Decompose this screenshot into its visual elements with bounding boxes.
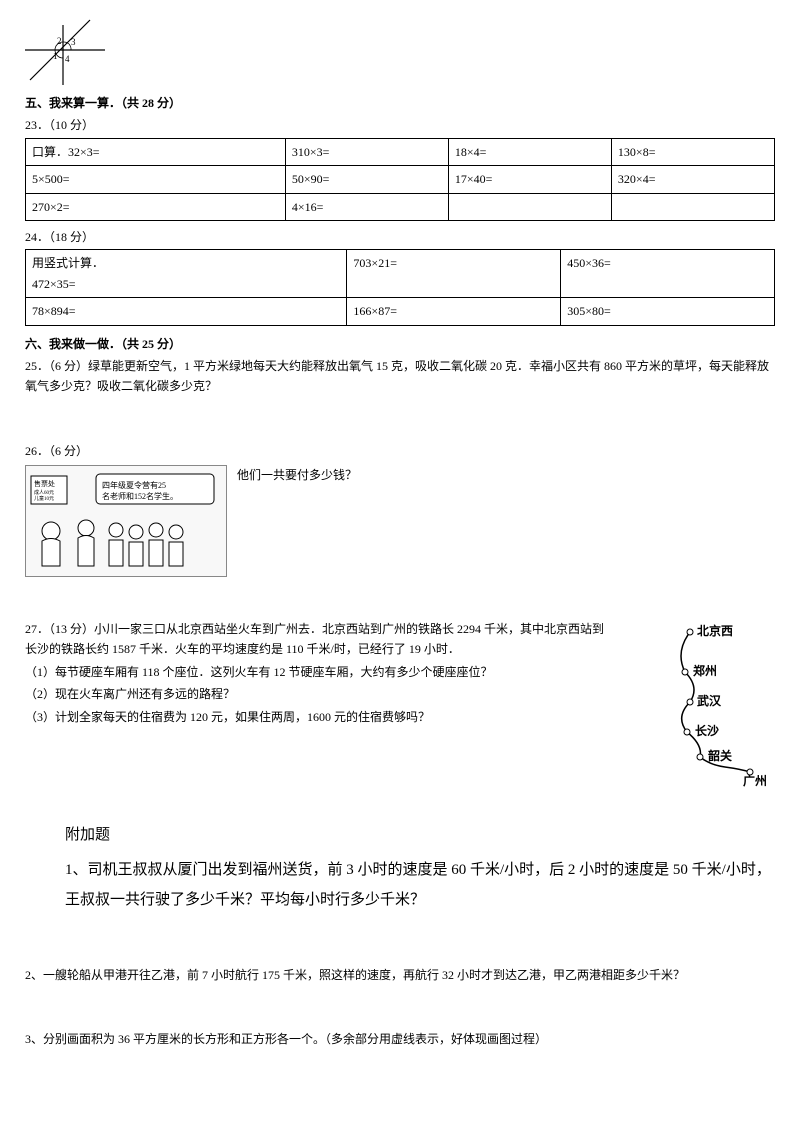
svg-text:北京西: 北京西 bbox=[697, 623, 733, 638]
q23-table: 口算．32×3= 310×3= 18×4= 130×8= 5×500= 50×9… bbox=[25, 138, 775, 221]
svg-text:四年级夏令营有25: 四年级夏令营有25 bbox=[102, 480, 166, 490]
svg-text:售票处: 售票处 bbox=[34, 479, 55, 488]
q27-intro: 27．（13 分）小川一家三口从北京西站坐火车到广州去．北京西站到广州的铁路长 … bbox=[25, 619, 615, 660]
q24-cell: 305×80= bbox=[561, 298, 775, 325]
svg-text:成人60元: 成人60元 bbox=[34, 489, 54, 496]
q26-row: 售票处 成人60元 儿童10元 四年级夏令营有25 名老师和152名学生。 他们… bbox=[25, 465, 775, 577]
q23-cell bbox=[448, 193, 611, 220]
bonus-q2: 2、一艘轮船从甲港开往乙港，前 7 小时航行 175 千米，照这样的速度，再航行… bbox=[25, 965, 775, 985]
svg-text:武汉: 武汉 bbox=[697, 693, 722, 708]
q24-cell: 703×21= bbox=[347, 250, 561, 298]
q23-cell: 口算．32×3= bbox=[26, 138, 286, 165]
q23-cell: 310×3= bbox=[285, 138, 448, 165]
q27-wrap: 27．（13 分）小川一家三口从北京西站坐火车到广州去．北京西站到广州的铁路长 … bbox=[25, 617, 775, 793]
q23-cell: 270×2= bbox=[26, 193, 286, 220]
q24-cell: 78×894= bbox=[26, 298, 347, 325]
q23-cell: 130×8= bbox=[611, 138, 774, 165]
bonus-q3: 3、分别画面积为 36 平方厘米的长方形和正方形各一个。（多余部分用虚线表示，好… bbox=[25, 1029, 775, 1049]
q24-cell: 166×87= bbox=[347, 298, 561, 325]
q23-header: 23．（10 分） bbox=[25, 115, 775, 135]
q23-cell: 5×500= bbox=[26, 166, 286, 193]
q23-cell: 4×16= bbox=[285, 193, 448, 220]
bonus-q1: 1、司机王叔叔从厦门出发到福州送货，前 3 小时的速度是 60 千米/小时，后 … bbox=[65, 855, 775, 915]
section5-title: 五、我来算一算．（共 28 分） bbox=[25, 93, 775, 113]
q24-cell: 用竖式计算． 472×35= bbox=[26, 250, 347, 298]
q26-caption: 他们一共要付多少钱？ bbox=[237, 465, 357, 485]
q24-header: 24．（18 分） bbox=[25, 227, 775, 247]
svg-text:名老师和152名学生。: 名老师和152名学生。 bbox=[102, 491, 178, 501]
q26-illustration: 售票处 成人60元 儿童10元 四年级夏令营有25 名老师和152名学生。 bbox=[25, 465, 227, 577]
svg-text:1: 1 bbox=[53, 51, 58, 61]
q25-text: 25．（6 分）绿草能更新空气，1 平方米绿地每天大约能释放出氧气 15 克，吸… bbox=[25, 356, 775, 397]
svg-text:郑州: 郑州 bbox=[693, 663, 717, 678]
section6-title: 六、我来做一做．（共 25 分） bbox=[25, 334, 775, 354]
svg-text:4: 4 bbox=[65, 54, 70, 64]
svg-text:3: 3 bbox=[71, 37, 76, 47]
angles-diagram: 1 2 3 4 bbox=[25, 15, 105, 85]
svg-text:韶关: 韶关 bbox=[708, 748, 732, 763]
q27-map: 北京西 郑州 武汉 长沙 韶关 广州 bbox=[635, 617, 775, 793]
q27-sub1: （1）每节硬座车厢有 118 个座位．这列火车有 12 节硬座车厢，大约有多少个… bbox=[25, 662, 615, 682]
bonus-title: 附加题 bbox=[65, 823, 775, 849]
q24-cell: 450×36= bbox=[561, 250, 775, 298]
q26-header: 26．（6 分） bbox=[25, 441, 775, 461]
q27-sub2: （2）现在火车离广州还有多远的路程？ bbox=[25, 684, 615, 704]
q24-table: 用竖式计算． 472×35= 703×21= 450×36= 78×894= 1… bbox=[25, 249, 775, 325]
svg-text:广州: 广州 bbox=[743, 773, 767, 787]
svg-text:长沙: 长沙 bbox=[695, 723, 719, 738]
q23-cell: 320×4= bbox=[611, 166, 774, 193]
q23-cell: 17×40= bbox=[448, 166, 611, 193]
q23-cell: 18×4= bbox=[448, 138, 611, 165]
q23-cell: 50×90= bbox=[285, 166, 448, 193]
svg-text:2: 2 bbox=[57, 36, 62, 46]
q23-cell bbox=[611, 193, 774, 220]
q27-sub3: （3）计划全家每天的住宿费为 120 元，如果住两周，1600 元的住宿费够吗？ bbox=[25, 707, 615, 727]
svg-text:儿童10元: 儿童10元 bbox=[34, 495, 54, 502]
